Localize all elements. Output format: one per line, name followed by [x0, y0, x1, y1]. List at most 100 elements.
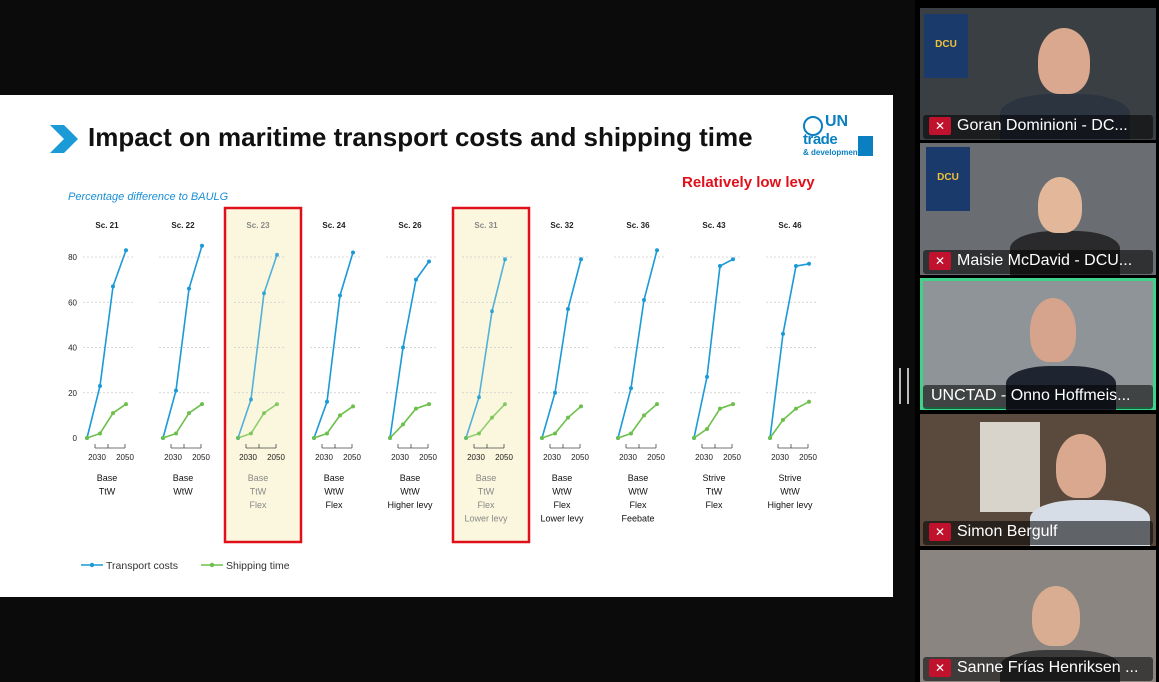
- x-tick-label: 2050: [267, 453, 285, 462]
- transport-point: [262, 291, 266, 296]
- scenario-label: Flex: [629, 500, 647, 510]
- logo-text-trade: trade: [803, 131, 838, 148]
- transport-point: [249, 397, 253, 402]
- transport-series-line: [693, 258, 734, 439]
- shipping-point: [124, 402, 128, 407]
- mic-muted-icon: ✕: [929, 523, 951, 541]
- transport-point: [553, 390, 557, 395]
- transport-point: [731, 257, 735, 262]
- shipping-series-line: [237, 403, 278, 439]
- shipping-series-line: [313, 405, 354, 439]
- scenario-label: Strive: [778, 473, 801, 483]
- mic-muted-icon: ✕: [929, 117, 951, 135]
- transport-point: [566, 307, 570, 312]
- scenario-label: Flex: [325, 500, 343, 510]
- scenario-label: Base: [248, 473, 269, 483]
- scenario-header: Sc. 36: [626, 221, 650, 230]
- y-tick-label: 0: [73, 434, 78, 443]
- shipping-point: [655, 402, 659, 407]
- scenario-label: WtW: [780, 487, 800, 497]
- shipping-point: [503, 402, 507, 407]
- transport-point: [503, 257, 507, 262]
- shipping-point: [187, 411, 191, 416]
- y-tick-label: 40: [68, 344, 77, 353]
- shipping-series-line: [465, 403, 506, 439]
- transport-point: [338, 293, 342, 298]
- transport-point: [579, 257, 583, 262]
- transport-point: [98, 383, 102, 388]
- participant-name: Sanne Frías Henriksen ...: [957, 659, 1139, 676]
- participant-tile-active[interactable]: UNCTAD - Onno Hoffmeis...: [920, 278, 1156, 410]
- transport-point: [477, 395, 481, 400]
- scenario-header: Sc. 23: [246, 221, 270, 230]
- scenario-header: Sc. 21: [95, 221, 119, 230]
- shipping-point: [490, 415, 494, 420]
- y-tick-label: 20: [68, 389, 77, 398]
- shipping-point: [553, 431, 557, 436]
- scenario-label: WtW: [400, 487, 420, 497]
- transport-point: [414, 277, 418, 282]
- scenario-label: WtW: [324, 487, 344, 497]
- shipping-series-line: [693, 403, 734, 439]
- scenario-label: Lower levy: [464, 514, 508, 524]
- x-tick-label: 2030: [239, 453, 257, 462]
- shipping-point: [579, 404, 583, 409]
- shipping-series-line: [86, 403, 127, 439]
- legend-transport-label: Transport costs: [106, 560, 178, 572]
- scenario-label: Base: [400, 473, 421, 483]
- shipping-series-line: [162, 403, 203, 439]
- x-tick-label: 2030: [543, 453, 561, 462]
- scenario-label: WtW: [173, 487, 193, 497]
- x-tick-label: 2030: [619, 453, 637, 462]
- transport-point: [111, 284, 115, 289]
- scenario-header: Sc. 43: [702, 221, 726, 230]
- shipping-point: [312, 436, 316, 440]
- un-emblem-icon: [803, 116, 823, 136]
- shipping-point: [200, 402, 204, 407]
- logo-block-icon: [858, 136, 873, 156]
- participant-name: Goran Dominioni - DC...: [957, 117, 1128, 134]
- participant-tile[interactable]: ✕ Simon Bergulf: [920, 414, 1156, 546]
- x-tick-label: 2030: [391, 453, 409, 462]
- x-tick-label: 2050: [419, 453, 437, 462]
- scenario-label: Base: [173, 473, 194, 483]
- participant-tile[interactable]: ✕ Sanne Frías Henriksen ...: [920, 550, 1156, 682]
- shipping-point: [781, 417, 785, 422]
- shipping-point: [629, 431, 633, 436]
- panel-resize-handle[interactable]: [899, 368, 909, 404]
- chevron-right-icon: [50, 125, 78, 153]
- scenario-highlight-box: [223, 206, 303, 544]
- shipping-point: [807, 399, 811, 404]
- shipping-point: [174, 431, 178, 436]
- participant-name: Simon Bergulf: [957, 523, 1058, 540]
- transport-point: [794, 264, 798, 269]
- shipping-series-line: [541, 405, 582, 439]
- scenario-label: Flex: [705, 500, 723, 510]
- logo-text-un: UN: [825, 113, 849, 130]
- participant-tile[interactable]: DCU ✕ Goran Dominioni - DC...: [920, 8, 1156, 140]
- shipping-point: [731, 402, 735, 407]
- transport-series-line: [86, 249, 127, 439]
- mic-muted-icon: ✕: [929, 659, 951, 677]
- legend-transport-marker: [89, 562, 95, 568]
- shipping-point: [111, 411, 115, 416]
- scenario-header: Sc. 24: [322, 221, 346, 230]
- x-tick-label: 2030: [771, 453, 789, 462]
- shipping-point: [705, 426, 709, 431]
- scenario-label: Base: [628, 473, 649, 483]
- scenario-highlight-box: [451, 206, 531, 544]
- scenario-header: Sc. 31: [474, 221, 498, 230]
- transport-series-line: [313, 252, 354, 439]
- transport-point: [275, 252, 279, 257]
- x-tick-label: 2050: [116, 453, 134, 462]
- participant-tile[interactable]: DCU ✕ Maisie McDavid - DCU...: [920, 143, 1156, 275]
- shipping-point: [718, 406, 722, 411]
- transport-point: [124, 248, 128, 253]
- scenario-label: TtW: [478, 487, 495, 497]
- x-tick-label: 2050: [343, 453, 361, 462]
- scenario-label: Base: [552, 473, 573, 483]
- scenario-label: TtW: [250, 487, 267, 497]
- scenario-header: Sc. 32: [550, 221, 574, 230]
- x-tick-label: 2030: [164, 453, 182, 462]
- shipping-series-line: [389, 403, 430, 439]
